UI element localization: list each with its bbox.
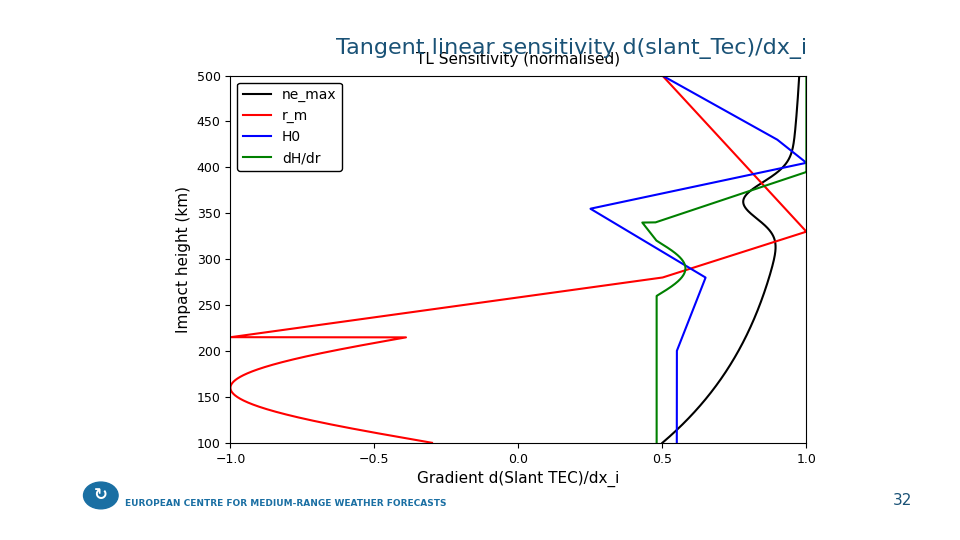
H0 (657, 72, 668, 79)
Legend: ne_max, r_m, H0, dH/dr: ne_max, r_m, H0, dH/dr (237, 83, 342, 171)
Y-axis label: Impact height (km): Impact height (km) (176, 186, 191, 333)
ne_max (657, 440, 668, 446)
H0 (671, 440, 683, 446)
r_m (324, 421, 335, 427)
X-axis label: Gradient d(Slant TEC)/dx_i: Gradient d(Slant TEC)/dx_i (418, 471, 619, 487)
Title: TL Sensitivity (normalised): TL Sensitivity (normalised) (417, 52, 620, 68)
Line: dH/dr: dH/dr (642, 76, 806, 443)
r_m (426, 440, 438, 446)
Line: H0: H0 (590, 76, 806, 443)
ne_max (793, 83, 804, 90)
dH/dr (801, 83, 812, 90)
r_m (698, 261, 709, 267)
dH/dr (678, 271, 689, 277)
Text: EUROPEAN CENTRE FOR MEDIUM-RANGE WEATHER FORECASTS: EUROPEAN CENTRE FOR MEDIUM-RANGE WEATHER… (125, 498, 446, 508)
Circle shape (84, 482, 118, 509)
r_m (729, 151, 740, 157)
H0 (678, 261, 689, 267)
H0 (789, 151, 801, 157)
Line: ne_max: ne_max (662, 76, 800, 443)
Text: ↻: ↻ (94, 487, 108, 504)
Line: r_m: r_m (230, 76, 806, 443)
r_m (666, 83, 678, 90)
r_m (668, 271, 680, 277)
ne_max (794, 72, 805, 79)
dH/dr (679, 261, 690, 267)
ne_max (764, 271, 776, 277)
ne_max (677, 421, 688, 427)
dH/dr (651, 440, 662, 446)
H0 (694, 271, 706, 277)
ne_max (785, 151, 797, 157)
H0 (676, 83, 687, 90)
r_m (666, 83, 678, 90)
dH/dr (801, 83, 812, 90)
ne_max (793, 83, 804, 90)
ne_max (767, 261, 779, 267)
H0 (671, 421, 683, 427)
dH/dr (801, 151, 812, 157)
H0 (676, 83, 687, 90)
r_m (657, 72, 668, 79)
Text: 32: 32 (893, 492, 912, 508)
dH/dr (651, 421, 662, 427)
dH/dr (801, 72, 812, 79)
Text: Tangent linear sensitivity d(slant_Tec)/dx_i: Tangent linear sensitivity d(slant_Tec)/… (336, 38, 807, 59)
